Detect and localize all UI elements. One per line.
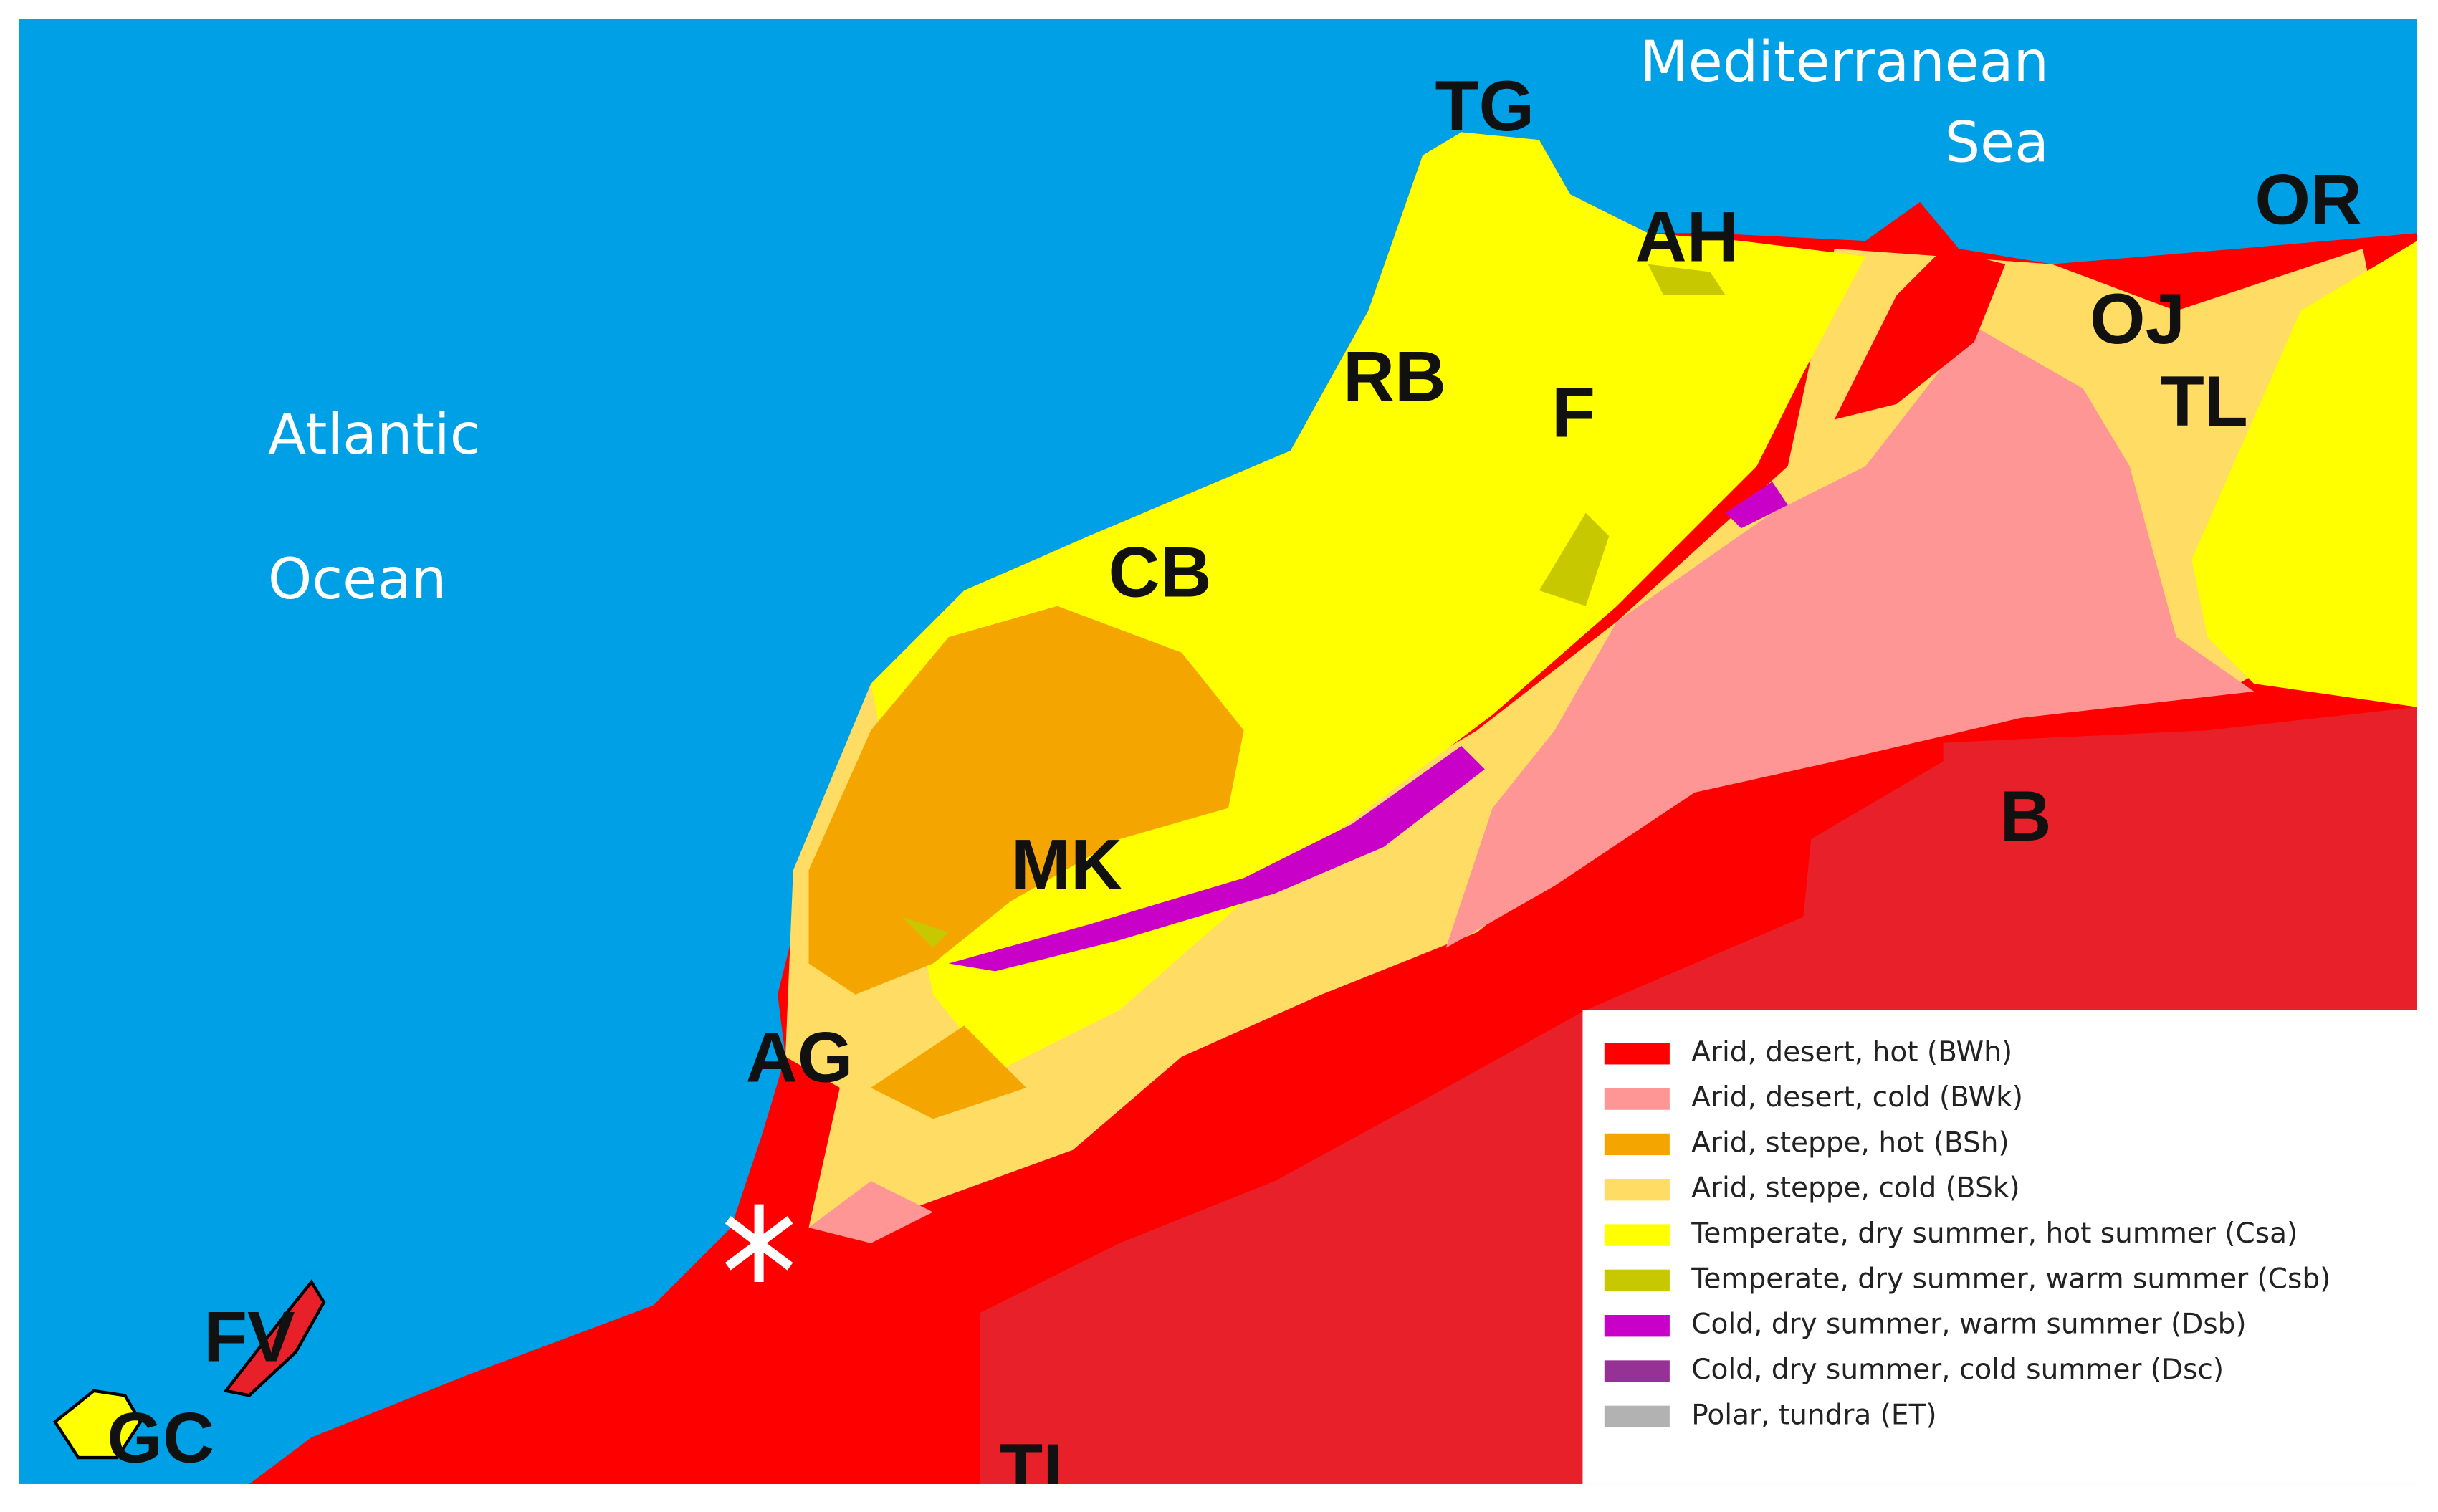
water-label: Ocean [268,547,447,612]
island-fv [223,1279,326,1397]
legend-label: Arid, steppe, hot (BSh) [1691,1126,2009,1159]
legend-swatch [1604,1133,1670,1156]
place-label: MK [1011,825,1122,904]
legend-label: Temperate, dry summer, warm summer (Csb) [1691,1263,2331,1295]
legend-label: Cold, dry summer, cold summer (Dsc) [1691,1354,2224,1386]
place-label: TI [999,1430,1063,1509]
legend-label: Arid, steppe, cold (BSk) [1691,1172,2019,1205]
place-label: OJ [2090,279,2185,359]
land-bwh-north [1834,248,2006,420]
legend-swatch [1604,1043,1670,1065]
legend-label: Arid, desert, hot (BWh) [1691,1036,2012,1068]
legend-swatch [1604,1269,1670,1292]
place-label: GC [107,1399,214,1478]
legend-swatch [1604,1360,1670,1382]
legend: Arid, desert, hot (BWh) Arid, desert, col… [1604,1036,2331,1431]
place-label: OR [2255,160,2362,239]
legend-box [1582,1010,2417,1484]
legend-swatch [1604,1315,1670,1337]
legend-swatch [1604,1405,1670,1428]
place-label: TG [1435,67,1535,146]
legend-label: Polar, tundra (ET) [1691,1399,1936,1431]
island-gc [52,1389,143,1460]
place-label: AG [746,1018,854,1097]
legend-label: Temperate, dry summer, hot summer (Csa) [1691,1217,2298,1250]
legend-label: Arid, desert, cold (BWk) [1691,1081,2023,1114]
legend-swatch [1604,1179,1670,1201]
legend-label: Cold, dry summer, warm summer (Dsb) [1691,1308,2246,1341]
land-bwk [808,326,2255,1243]
asterisk [725,1204,793,1283]
legend-swatch [1604,1088,1670,1110]
water-label: Atlantic [268,403,481,467]
water-label: Sea [1945,111,2049,176]
legend-swatch [1604,1224,1670,1246]
place-label: FV [204,1298,295,1377]
land-bsh [808,606,1244,1119]
place-label: B [1999,777,2051,856]
place-label: TL [2161,362,2248,441]
place-label: CB [1109,533,1212,613]
place-label: AH [1635,197,1739,277]
water-label: Mediterranean [1640,30,2049,95]
land-csa-east [2191,241,2417,707]
place-label: RB [1343,337,1446,416]
place-label: F [1552,373,1595,452]
